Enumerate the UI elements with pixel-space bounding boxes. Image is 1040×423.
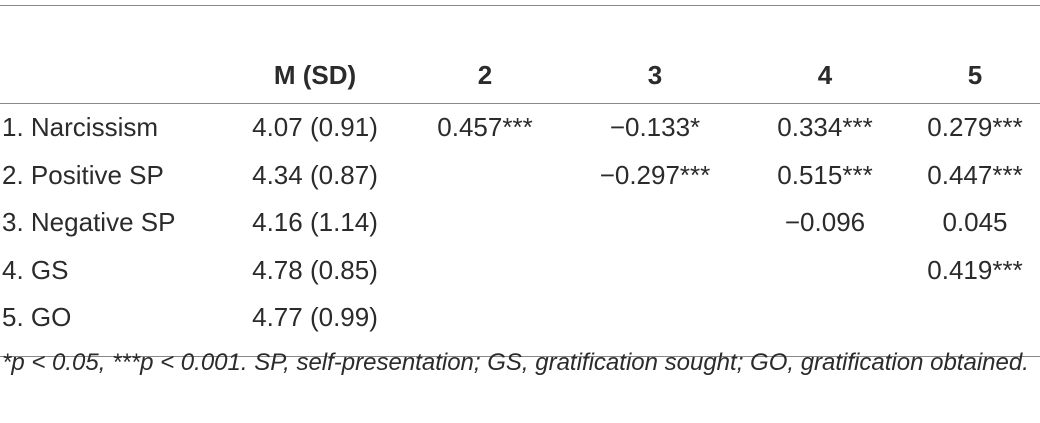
row-label: 1. Narcissism: [2, 112, 159, 143]
cell: 0.447***: [927, 159, 1023, 190]
correlation-table: M (SD) 2 3 4 5 1. Narcissism 4.07 (0.91) 0.457…: [0, 5, 1040, 357]
cell: −0.096: [784, 207, 866, 238]
header-cell: 2: [400, 5, 570, 104]
cell: 4.78 (0.85): [252, 254, 378, 285]
row-label: 3. Negative SP: [2, 207, 176, 238]
table-row: 5. GO 4.77 (0.99): [0, 294, 1040, 356]
row-label: 5. GO: [2, 302, 72, 333]
row-label: 4. GS: [2, 254, 69, 285]
cell: −0.297***: [599, 159, 711, 190]
cell: 4.34 (0.87): [252, 159, 378, 190]
cell: 4.77 (0.99): [252, 302, 378, 333]
cell: 0.515***: [777, 159, 873, 190]
header-row: M (SD) 2 3 4 5: [0, 5, 1040, 104]
header-cell: 4: [740, 5, 910, 104]
cell: [740, 247, 910, 295]
footnote: *p < 0.05, ***p < 0.001. SP, self-presen…: [2, 349, 1029, 376]
row-label: 2. Positive SP: [2, 159, 164, 190]
cell: 4.16 (1.14): [252, 207, 378, 238]
cell: [400, 247, 570, 295]
header-cell: M (SD): [230, 5, 400, 104]
cell: 0.457***: [437, 112, 533, 143]
table-row: 3. Negative SP 4.16 (1.14) −0.096 0.045: [0, 199, 1040, 247]
cell: [570, 199, 740, 247]
header-cell: 3: [570, 5, 740, 104]
cell: 0.279***: [927, 112, 1023, 143]
header-cell: [0, 5, 230, 104]
cell: 0.419***: [927, 254, 1023, 285]
cell: 0.334***: [777, 112, 873, 143]
cell: [570, 247, 740, 295]
cell: [400, 152, 570, 200]
table-row: 4. GS 4.78 (0.85) 0.419***: [0, 247, 1040, 295]
cell: 0.045: [942, 207, 1008, 238]
header-cell: 5: [910, 5, 1040, 104]
cell: [400, 199, 570, 247]
table-row: 1. Narcissism 4.07 (0.91) 0.457*** −0.133* 0…: [0, 104, 1040, 152]
cell: 4.07 (0.91): [252, 112, 378, 143]
table-row: 2. Positive SP 4.34 (0.87) −0.297*** 0.515*…: [0, 152, 1040, 200]
cell: −0.133*: [609, 112, 701, 143]
